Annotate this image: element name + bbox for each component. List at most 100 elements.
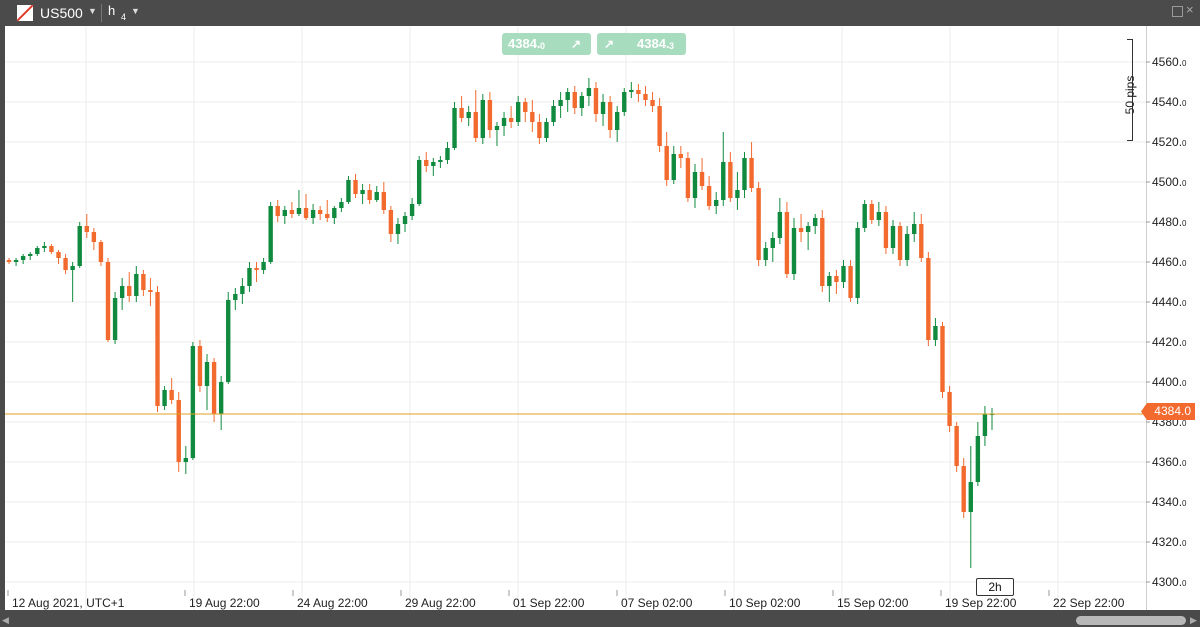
horizontal-scrollbar[interactable] (0, 614, 1200, 627)
candle (791, 218, 797, 280)
candle (692, 164, 698, 208)
candle (91, 228, 97, 250)
candle (183, 446, 188, 474)
sell-price-small: 0 (540, 41, 546, 51)
candle (402, 212, 408, 232)
chevron-down-icon[interactable]: ▼ (88, 6, 97, 16)
candle (515, 96, 521, 126)
candle (579, 92, 585, 116)
candle-body (381, 192, 387, 210)
pips-label: 50 pips (1123, 75, 1137, 115)
candle (989, 408, 995, 430)
candle-body (919, 224, 924, 258)
candle-body (317, 210, 323, 214)
y-tick-label: 4560.0 (1152, 55, 1187, 69)
close-icon[interactable]: × (1186, 2, 1194, 17)
candle (947, 386, 952, 432)
candle (141, 270, 146, 296)
candle-body (622, 92, 627, 112)
candle (827, 272, 832, 302)
us-flag-icon (17, 5, 33, 21)
candle-body (134, 274, 139, 296)
candle-body (233, 294, 238, 300)
buy-price-button[interactable]: ↗ 4384. 3 (597, 33, 686, 55)
candle-body (254, 268, 259, 270)
y-tick-label: 4500.0 (1152, 175, 1187, 189)
candle-body (770, 238, 775, 248)
candle (926, 252, 931, 346)
candle (940, 322, 945, 398)
candle-body (367, 190, 372, 200)
candle (848, 260, 853, 302)
candle (749, 142, 754, 192)
candle-timer-tag: 2h (976, 578, 1014, 596)
chart-plot-area[interactable] (5, 26, 1146, 610)
candle-body (982, 414, 988, 436)
candle (798, 214, 804, 242)
arrow-up-right-icon: ↗ (571, 37, 582, 51)
candle-body (395, 224, 401, 234)
candle-body (218, 382, 224, 414)
candle (275, 200, 280, 222)
scrollbar-thumb[interactable] (1076, 616, 1186, 625)
chevron-down-icon[interactable]: ▼ (131, 6, 140, 16)
candle-body (954, 426, 959, 466)
candle (226, 292, 231, 384)
scroll-right-icon[interactable]: ▶ (1190, 615, 1197, 625)
candle-body (303, 208, 309, 218)
candle-body (190, 346, 196, 458)
candle-body (897, 226, 903, 260)
candle-body (749, 158, 754, 188)
candle (127, 272, 132, 302)
candle (650, 92, 655, 112)
candle-body (523, 102, 528, 112)
candle (409, 198, 415, 220)
candle-body (127, 286, 132, 296)
candle-body (565, 92, 570, 100)
y-tick-label: 4460.0 (1152, 255, 1187, 269)
candle (714, 192, 719, 214)
popout-icon[interactable] (1172, 6, 1183, 17)
candle (438, 156, 443, 168)
candle (614, 106, 620, 142)
y-tick-labels: 4300.04320.04340.04360.04380.04400.04420… (1146, 55, 1187, 589)
candle-body (890, 226, 896, 248)
candle (6, 258, 12, 264)
candle (685, 152, 691, 202)
candle (395, 218, 401, 244)
candle (289, 202, 295, 218)
candle-body (869, 204, 874, 220)
candle-body (876, 212, 882, 220)
candle (975, 422, 981, 486)
candle-body (706, 186, 712, 206)
candle (416, 156, 422, 206)
candle (805, 222, 811, 250)
sell-price-button[interactable]: 4384. 0 ↗ (502, 33, 591, 55)
candle (466, 106, 471, 126)
symbol-selector[interactable]: US500 (40, 5, 83, 21)
price-axis[interactable] (1146, 26, 1200, 610)
candle-body (282, 210, 287, 216)
scroll-left-icon[interactable]: ◀ (2, 615, 9, 625)
candle (310, 204, 316, 224)
candle-body (70, 266, 75, 270)
candle (565, 88, 570, 112)
candle (134, 266, 139, 302)
x-tick-label: 22 Sep 22:00 (1053, 596, 1125, 610)
candle (593, 82, 599, 122)
candle (13, 258, 19, 266)
candle (607, 96, 613, 138)
candle-body (586, 88, 592, 96)
candle (784, 202, 790, 278)
candle-body (211, 362, 217, 414)
candle-body (105, 262, 111, 340)
candle-body (480, 100, 486, 138)
candle (473, 90, 478, 142)
candle-body (176, 400, 181, 462)
timeframe-selector[interactable]: h (108, 3, 116, 18)
candle (883, 206, 889, 254)
candle (211, 358, 217, 422)
y-tick-label: 4300.0 (1152, 575, 1187, 589)
buy-price-small: 3 (669, 41, 675, 51)
